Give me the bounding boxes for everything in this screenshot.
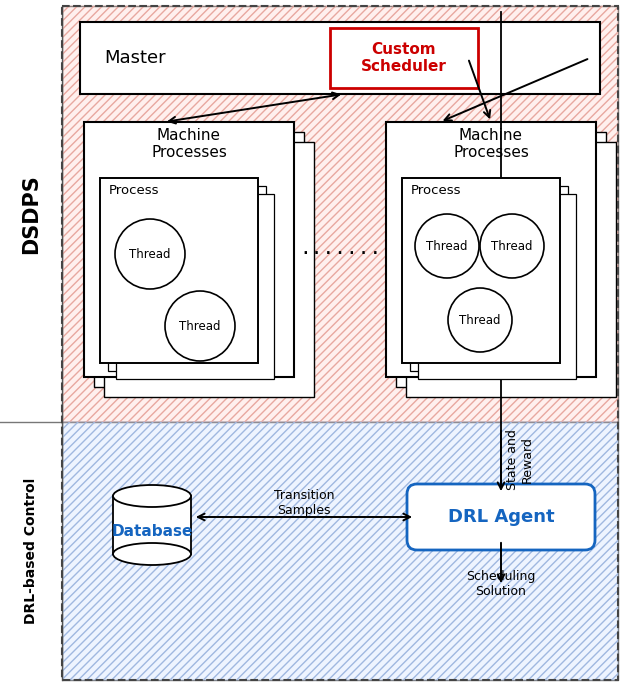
- Bar: [108, 186, 266, 371]
- Bar: [100, 178, 258, 363]
- Text: DRL-based Control: DRL-based Control: [24, 478, 38, 624]
- Bar: [330, 28, 478, 88]
- Text: Thread: Thread: [129, 248, 171, 261]
- Text: Process: Process: [411, 185, 461, 198]
- Ellipse shape: [113, 543, 191, 565]
- Circle shape: [448, 288, 512, 352]
- Bar: [402, 178, 560, 363]
- Bar: [396, 132, 606, 387]
- Circle shape: [115, 219, 185, 289]
- Text: Transition
Samples: Transition Samples: [274, 489, 334, 517]
- Text: Custom
Scheduler: Custom Scheduler: [361, 42, 447, 74]
- Text: DRL Agent: DRL Agent: [448, 508, 555, 526]
- Bar: [80, 22, 600, 94]
- Bar: [62, 6, 618, 422]
- Text: Master: Master: [104, 49, 166, 67]
- Text: Machine
Processes: Machine Processes: [453, 128, 529, 161]
- Bar: [386, 122, 596, 377]
- Circle shape: [165, 291, 235, 361]
- Bar: [116, 194, 274, 379]
- FancyBboxPatch shape: [407, 484, 595, 550]
- Bar: [113, 496, 191, 554]
- Bar: [0, 0, 62, 686]
- Circle shape: [415, 214, 479, 278]
- Text: .......: .......: [299, 239, 381, 259]
- Bar: [62, 6, 618, 422]
- Bar: [104, 142, 314, 397]
- Text: Thread: Thread: [459, 314, 501, 327]
- Bar: [94, 132, 304, 387]
- Text: Machine
Processes: Machine Processes: [151, 128, 227, 161]
- Bar: [418, 194, 576, 379]
- Text: Scheduling
Solution: Scheduling Solution: [467, 570, 536, 598]
- Bar: [62, 422, 618, 680]
- Text: DSDPS: DSDPS: [21, 174, 41, 254]
- Bar: [62, 422, 618, 680]
- Text: State and
Reward: State and Reward: [506, 429, 534, 490]
- Text: Process: Process: [109, 185, 160, 198]
- Text: Thread: Thread: [426, 239, 468, 252]
- Bar: [406, 142, 616, 397]
- Bar: [84, 122, 294, 377]
- Bar: [410, 186, 568, 371]
- Circle shape: [480, 214, 544, 278]
- Text: Thread: Thread: [491, 239, 533, 252]
- Bar: [62, 6, 618, 680]
- Text: Database: Database: [111, 523, 193, 539]
- Text: Thread: Thread: [179, 320, 221, 333]
- Ellipse shape: [113, 485, 191, 507]
